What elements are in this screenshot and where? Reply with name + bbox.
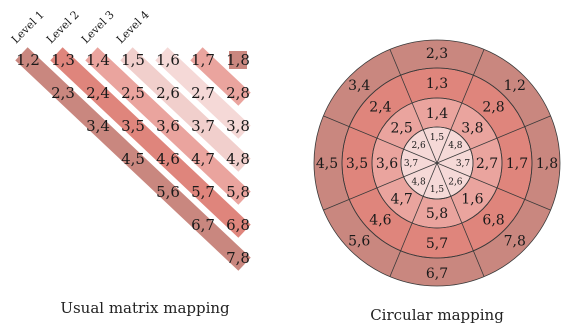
matrix-cell-label: 2,8 (226, 84, 250, 102)
matrix-caption: Usual matrix mapping (60, 299, 230, 317)
level-label: Level 3 (79, 8, 117, 46)
matrix-cell-label: 7,8 (226, 249, 250, 267)
matrix-mapping: 1,2 1,3 1,4 1,5 1,6 1,7 1,8 2,3 2,4 2,5 2,6 2,7 2,8 3… (9, 8, 250, 317)
matrix-cell-label: 3,8 (226, 117, 250, 135)
matrix-cell-label: 1,3 (51, 51, 75, 69)
matrix-cell-label: 3,6 (156, 117, 180, 135)
circular-cell-label: 2,4 (369, 99, 391, 115)
circular-cell-label: 3,7 (404, 159, 419, 169)
level-label: Level 2 (44, 8, 82, 46)
matrix-cell-label: 6,7 (191, 216, 215, 234)
matrix-cell-label: 2,5 (121, 84, 145, 102)
circular-cell-label: 2,5 (391, 121, 413, 137)
circular-cell-label: 3,6 (376, 156, 398, 172)
matrix-cell-label: 2,6 (156, 84, 180, 102)
circular-cell-label: 6,7 (426, 266, 448, 282)
matrix-cell-label: 5,8 (226, 183, 250, 201)
matrix-cell-label: 3,7 (191, 117, 215, 135)
matrix-cell-label: 2,3 (51, 84, 75, 102)
circular-cell-label: 3,5 (346, 156, 368, 172)
circular-cell-label: 7,8 (504, 234, 526, 250)
circular-cell-label: 1,2 (504, 78, 526, 94)
circular-cell-label: 4,7 (391, 191, 413, 207)
circular-cell-label: 2,6 (411, 141, 426, 151)
matrix-cell-label: 1,4 (86, 51, 110, 69)
circular-cell-label: 1,5 (430, 133, 445, 143)
matrix-cell-label: 3,4 (86, 117, 110, 135)
matrix-cell-label: 3,5 (121, 117, 145, 135)
circular-cell-label: 2,7 (476, 156, 498, 172)
matrix-cell-label: 6,8 (226, 216, 250, 234)
circular-cell-label: 3,4 (348, 78, 370, 94)
matrix-cell-label: 4,6 (156, 150, 180, 168)
circular-cell-label: 2,8 (482, 99, 504, 115)
circular-cell-label: 4,8 (448, 141, 463, 151)
circular-cell-label: 1,4 (426, 106, 448, 122)
matrix-cell-label: 1,5 (121, 51, 145, 69)
matrix-cell-label: 1,7 (191, 51, 215, 69)
matrix-cell-label: 4,5 (121, 150, 145, 168)
circular-caption: Circular mapping (370, 306, 504, 324)
circular-mapping: 2,3 1,2 1,8 7,8 6,7 5,6 4,5 3,4 1,3 2,8 1,7 6,8 5,7 4… (314, 40, 560, 324)
matrix-cell-label: 1,6 (156, 51, 180, 69)
circular-cell-label: 6,8 (482, 212, 504, 228)
circular-cell-label: 5,8 (426, 206, 448, 222)
circular-cell-label: 1,3 (426, 76, 448, 92)
matrix-cell-label: 5,6 (156, 183, 180, 201)
level-label: Level 1 (9, 8, 47, 46)
circular-cell-label: 1,7 (506, 156, 528, 172)
circular-cell-label: 3,7 (456, 159, 471, 169)
matrix-cell-label: 5,7 (191, 183, 215, 201)
circular-cell-label: 4,5 (316, 156, 338, 172)
matrix-cell-label: 2,4 (86, 84, 110, 102)
circular-cell-label: 4,8 (411, 178, 426, 188)
level-label: Level 4 (114, 8, 152, 46)
matrix-cell-label: 4,7 (191, 150, 215, 168)
circular-cell-label: 1,5 (430, 185, 445, 195)
circular-cell-label: 1,8 (536, 156, 558, 172)
matrix-cell-label: 1,8 (226, 51, 250, 69)
circular-cell-label: 5,7 (426, 236, 448, 252)
matrix-cell-label: 4,8 (226, 150, 250, 168)
circular-cell-label: 1,6 (461, 191, 483, 207)
circular-cell-label: 2,3 (426, 46, 448, 62)
circular-cell-label: 3,8 (461, 121, 483, 137)
matrix-cell-label: 2,7 (191, 84, 215, 102)
circular-cell-label: 2,6 (448, 178, 463, 188)
matrix-cell-label: 1,2 (16, 51, 40, 69)
circular-cell-label: 5,6 (348, 234, 370, 250)
circular-cell-label: 4,6 (369, 212, 391, 228)
